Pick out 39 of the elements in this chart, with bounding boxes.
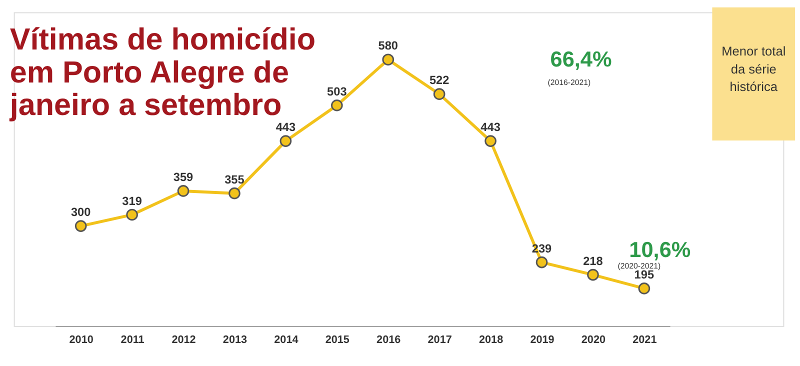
x-tick-label: 2015 <box>325 334 350 346</box>
point <box>638 282 650 294</box>
point <box>536 256 548 268</box>
annotation: 10,6% <box>629 236 691 262</box>
x-tick-label: 2016 <box>376 334 401 346</box>
annotation: 66,4% <box>550 46 612 72</box>
x-tick-label: 2019 <box>530 334 554 346</box>
point <box>280 135 292 147</box>
x-tick-label: 2021 <box>632 334 657 346</box>
point <box>433 88 446 100</box>
point <box>330 99 343 112</box>
data-label: 522 <box>429 73 450 88</box>
x-tick-label: 2018 <box>478 334 504 346</box>
x-tick-label: 2020 <box>581 334 606 346</box>
x-tick-label: 2017 <box>428 334 452 346</box>
data-label: 218 <box>583 254 604 268</box>
data-label: 319 <box>122 194 142 208</box>
x-tick-label: 2012 <box>172 334 196 346</box>
point <box>484 135 496 147</box>
chart-title: Vítimas de homicídio em Porto Alegre de janeiro a setembro <box>8 22 316 122</box>
text: Menor total da série histórica <box>722 44 786 94</box>
annotation: (2016-2021) <box>548 78 592 88</box>
x-tick-label: 2013 <box>222 334 248 346</box>
point <box>126 208 138 221</box>
point <box>228 187 240 200</box>
data-label: 443 <box>480 120 501 134</box>
point <box>177 185 190 197</box>
data-label: 443 <box>276 120 296 134</box>
x-tick-label: 2014 <box>274 334 298 346</box>
data-label: 359 <box>173 170 194 184</box>
point <box>382 54 394 66</box>
data-label: 300 <box>70 205 92 220</box>
data-label: 355 <box>224 172 245 186</box>
point <box>74 220 87 232</box>
point <box>587 268 599 281</box>
x-tick-label: 2011 <box>120 334 144 346</box>
x-tick-label: 2010 <box>69 334 94 346</box>
data-label: 580 <box>378 38 398 53</box>
data-label: 503 <box>327 84 348 99</box>
